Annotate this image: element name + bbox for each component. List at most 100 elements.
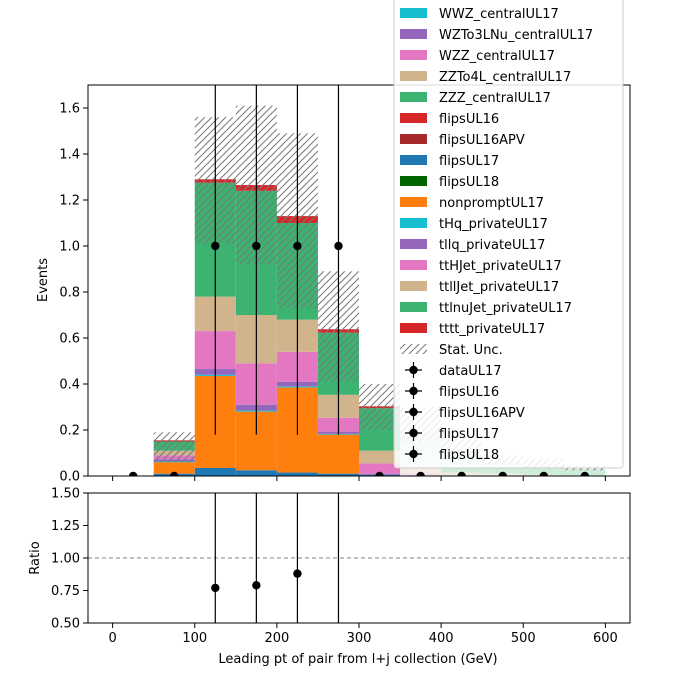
ratio-x-tick-label: 500	[511, 631, 536, 646]
bar-flipsUL17-bin5	[317, 473, 359, 476]
legend-label: flipsUL16APV	[439, 406, 525, 421]
legend-swatch	[400, 176, 427, 186]
legend-label: WZZ_centralUL17	[439, 49, 555, 64]
bar-nonpromptUL17-bin1	[153, 462, 195, 474]
ratio-x-tick-label: 100	[182, 631, 207, 646]
data-point-9	[498, 471, 507, 476]
legend-label: Stat. Unc.	[439, 343, 503, 358]
legend-label: flipsUL17	[439, 154, 499, 169]
legend-swatch	[400, 302, 427, 312]
ratio-x-tick-label: 200	[264, 631, 289, 646]
legend-label: flipsUL16	[439, 112, 499, 127]
bar-flipsUL17-bin2	[194, 467, 236, 476]
bar-ttlnuJet_privateUL17-bin10	[523, 465, 565, 475]
legend-hatch-swatch	[400, 344, 427, 354]
legend-label: WZTo3LNu_centralUL17	[439, 28, 593, 43]
legend-label: ZZTo4L_centralUL17	[439, 70, 571, 85]
legend: WWZ_centralUL17 WZTo3LNu_centralUL17 WZZ_c…	[393, 0, 624, 469]
legend-swatch	[400, 50, 427, 60]
data-point-6	[375, 471, 384, 476]
ratio-point-1	[252, 581, 261, 590]
main-y-tick-label: 1.0	[59, 240, 80, 255]
ratio-x-tick-label: 0	[108, 631, 116, 646]
main-panel: 0.0 0.2 0.4 0.6 0.8 1.0 1.2 1.4 1.6 Events	[36, 84, 631, 485]
ratio-point-2	[293, 569, 302, 578]
ratio-y-tick-label: 1.00	[51, 552, 80, 567]
ratio-point-0	[211, 583, 220, 593]
ratio-x-tick-label: 600	[593, 631, 618, 646]
legend-label: tttt_privateUL17	[439, 322, 545, 337]
main-y-tick-label: 0.6	[59, 332, 80, 347]
legend-frame	[393, 0, 624, 469]
legend-label: flipsUL16	[439, 385, 499, 400]
data-point-10	[539, 471, 548, 476]
data-point-1	[170, 471, 179, 476]
legend-swatch	[400, 239, 427, 249]
stat-unc-band-bin1	[153, 432, 195, 463]
bar-nonpromptUL17-bin5	[317, 434, 359, 474]
data-point-2	[211, 241, 220, 251]
legend-swatch	[400, 113, 427, 123]
bar-ttllJet_privateUL17-bin7	[400, 467, 442, 474]
ratio-y-tick-label: 1.50	[51, 487, 80, 502]
legend-swatch	[400, 29, 427, 39]
ratio-y-axis-label: Ratio	[28, 541, 43, 574]
main-y-tick-label: 0.2	[59, 424, 80, 439]
legend-swatch	[400, 281, 427, 291]
data-point-3	[252, 241, 261, 251]
legend-label: tHq_privateUL17	[439, 217, 548, 232]
legend-label: flipsUL18	[439, 448, 499, 463]
legend-label: dataUL17	[439, 364, 502, 379]
bar-ttllJet_privateUL17-bin6	[359, 450, 401, 464]
legend-label: ttHJet_privateUL17	[439, 259, 562, 274]
legend-marker	[409, 428, 418, 438]
bar-flipsUL17-bin4	[276, 472, 318, 476]
legend-swatch	[400, 71, 427, 81]
legend-swatch	[400, 8, 427, 18]
legend-label: flipsUL18	[439, 175, 499, 190]
stat-unc-band-bin6	[359, 384, 401, 430]
legend-marker	[409, 365, 418, 375]
legend-swatch	[400, 197, 427, 207]
ratio-plot-frame	[87, 492, 631, 624]
ratio-x-tick-label: 300	[347, 631, 372, 646]
legend-label: ttllJet_privateUL17	[439, 280, 559, 295]
ratio-x-tick-label: 400	[429, 631, 454, 646]
x-axis-label: Leading pt of pair from l+j collection (…	[218, 652, 497, 667]
ratio-y-tick-label: 0.50	[51, 617, 80, 632]
main-y-tick-label: 0.0	[59, 470, 80, 485]
main-y-tick-label: 1.6	[59, 102, 80, 117]
bar-ttHJet_privateUL17-bin6	[359, 463, 401, 474]
legend-swatch	[400, 323, 427, 333]
main-y-tick-label: 1.4	[59, 148, 80, 163]
data-point-11	[580, 471, 590, 476]
ratio-y-tick-label: 0.75	[51, 584, 80, 599]
legend-label: flipsUL17	[439, 427, 499, 442]
data-point-5	[334, 241, 343, 251]
legend-label: flipsUL16APV	[439, 133, 525, 148]
main-y-tick-label: 1.2	[59, 194, 80, 209]
legend-marker	[409, 386, 418, 396]
data-point-8	[457, 471, 466, 476]
legend-label: nonpromptUL17	[439, 196, 544, 211]
bar-flipsUL17-bin3	[235, 470, 277, 476]
main-y-axis-label: Events	[36, 258, 51, 302]
legend-marker	[409, 407, 418, 417]
ratio-panel: 0 100 200 300 400 500 6000.500.751.001.251.50 …	[28, 487, 631, 667]
legend-swatch	[400, 155, 427, 165]
legend-label: ttlnuJet_privateUL17	[439, 301, 572, 316]
bar-ttlnuJet_privateUL17-bin9	[482, 463, 524, 474]
ratio-y-tick-label: 1.25	[51, 519, 80, 534]
data-point-0	[128, 471, 138, 476]
legend-marker	[409, 449, 418, 459]
data-point-7	[416, 471, 425, 476]
legend-swatch	[400, 260, 427, 270]
legend-swatch	[400, 218, 427, 228]
legend-label: tllq_privateUL17	[439, 238, 545, 253]
main-y-tick-label: 0.8	[59, 286, 80, 301]
legend-swatch	[400, 92, 427, 102]
legend-swatch	[400, 134, 427, 144]
legend-label: WWZ_centralUL17	[439, 7, 559, 22]
data-point-4	[293, 241, 302, 251]
